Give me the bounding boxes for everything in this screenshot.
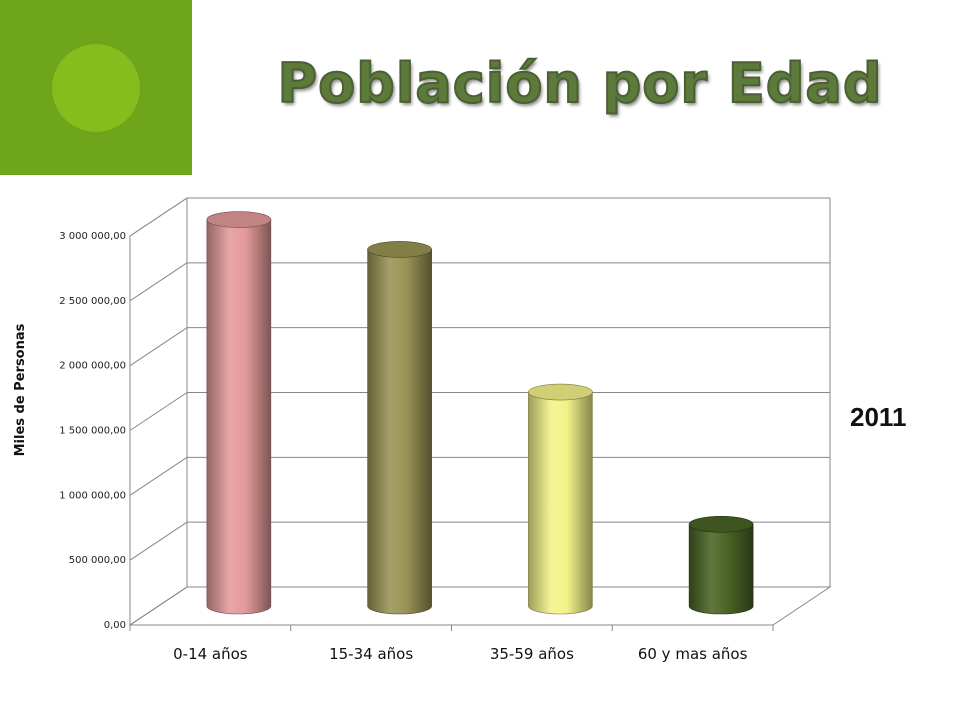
y-tick-label: 2 500 000,00 xyxy=(59,296,126,307)
x-category-label: 0-14 años xyxy=(173,645,248,663)
y-tick-label: 500 000,00 xyxy=(69,555,126,566)
y-axis-title: Miles de Personas xyxy=(13,323,28,456)
gridline-side xyxy=(129,521,188,561)
bar xyxy=(206,211,272,615)
bar xyxy=(528,383,593,615)
x-category-label: 15-34 años xyxy=(329,645,413,663)
x-category-label: 60 y mas años xyxy=(638,645,748,663)
bar xyxy=(367,241,432,615)
gridline-side xyxy=(129,197,188,237)
gridline-side xyxy=(129,392,188,431)
corner-accent-block xyxy=(0,0,192,175)
bar-body xyxy=(206,219,272,615)
bar-chart: 0,00 500 000,00 1 000 000,00 1 500 000,00 2 … xyxy=(13,197,832,663)
y-tick-labels: 0,00 500 000,00 1 000 000,00 1 500 000,00 2 … xyxy=(59,231,126,631)
y-tick-label: 2 000 000,00 xyxy=(59,361,126,372)
slide-title: Población por Edad xyxy=(277,51,883,116)
year-label: 2011 xyxy=(850,402,907,432)
y-tick-label: 0,00 xyxy=(104,620,126,631)
gridline-side xyxy=(129,586,188,626)
gridline-side xyxy=(129,456,188,496)
x-category-labels: 0-14 años 15-34 años 35-59 años 60 y mas añ… xyxy=(173,645,747,663)
bar-body xyxy=(367,249,432,615)
bar-body xyxy=(528,391,593,615)
bar-top xyxy=(688,516,754,533)
bar xyxy=(688,516,754,615)
y-tick-label: 1 500 000,00 xyxy=(59,426,126,437)
chart-bars xyxy=(206,211,754,615)
corner-accent-circle xyxy=(52,44,140,132)
x-category-label: 35-59 años xyxy=(490,645,574,663)
y-tick-label: 1 000 000,00 xyxy=(59,490,126,501)
bar-top xyxy=(528,383,593,401)
bar-body xyxy=(688,524,754,615)
bar-top xyxy=(367,241,432,258)
gridline-side xyxy=(129,327,188,367)
bar-top xyxy=(206,211,272,228)
gridline-side xyxy=(129,262,188,302)
y-tick-label: 3 000 000,00 xyxy=(59,231,126,242)
